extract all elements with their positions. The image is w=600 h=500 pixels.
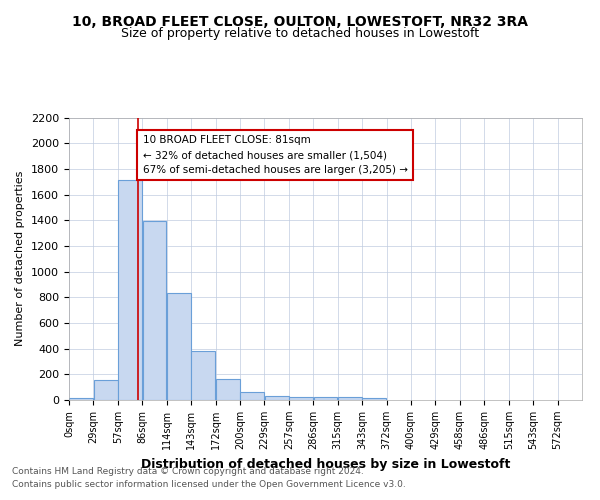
Bar [362, 398, 386, 400]
Bar [240, 392, 264, 400]
Bar [143, 221, 166, 400]
Bar [338, 398, 362, 400]
Bar [265, 396, 289, 400]
Bar [94, 380, 118, 400]
Bar [69, 398, 93, 400]
Text: Size of property relative to detached houses in Lowestoft: Size of property relative to detached ho… [121, 28, 479, 40]
Bar [314, 397, 337, 400]
Bar [216, 380, 240, 400]
Text: Contains public sector information licensed under the Open Government Licence v3: Contains public sector information licen… [12, 480, 406, 489]
Bar [118, 180, 142, 400]
Y-axis label: Number of detached properties: Number of detached properties [16, 171, 25, 346]
Bar [289, 397, 313, 400]
X-axis label: Distribution of detached houses by size in Lowestoft: Distribution of detached houses by size … [141, 458, 510, 470]
Text: Contains HM Land Registry data © Crown copyright and database right 2024.: Contains HM Land Registry data © Crown c… [12, 467, 364, 476]
Text: 10, BROAD FLEET CLOSE, OULTON, LOWESTOFT, NR32 3RA: 10, BROAD FLEET CLOSE, OULTON, LOWESTOFT… [72, 15, 528, 29]
Text: 10 BROAD FLEET CLOSE: 81sqm
← 32% of detached houses are smaller (1,504)
67% of : 10 BROAD FLEET CLOSE: 81sqm ← 32% of det… [143, 136, 407, 175]
Bar [167, 293, 191, 400]
Bar [191, 350, 215, 400]
